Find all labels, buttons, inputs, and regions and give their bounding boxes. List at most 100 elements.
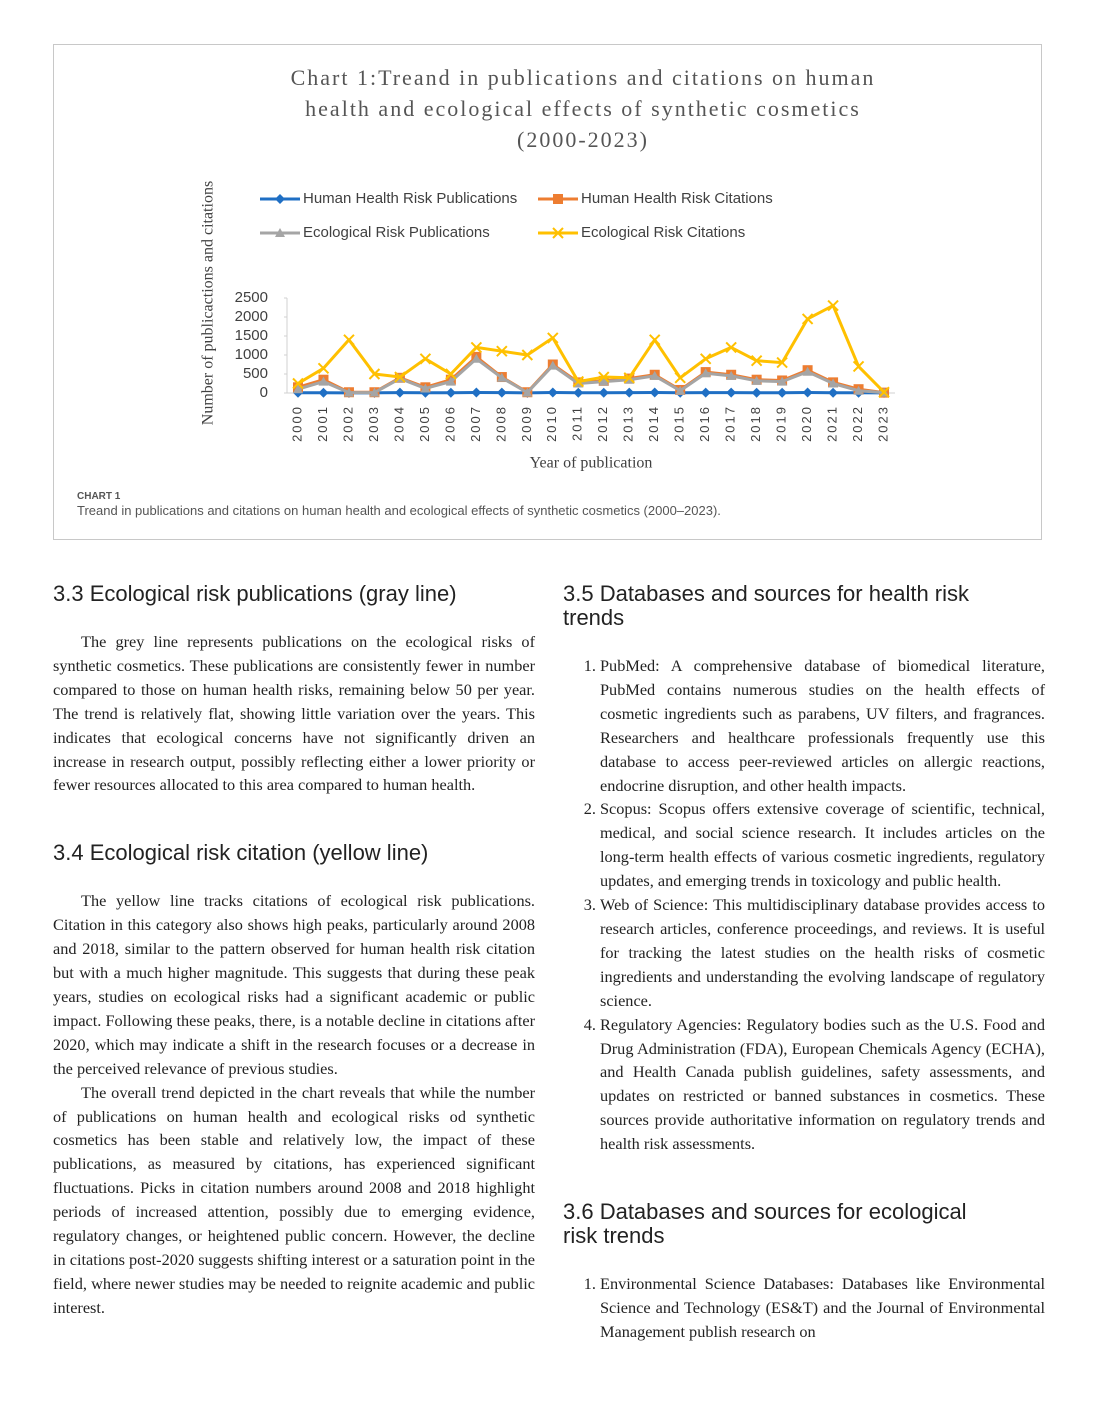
x-tick-label: 2016 — [697, 405, 712, 442]
x-tick-label: 2019 — [774, 405, 789, 442]
data-point — [394, 387, 405, 398]
legend-label: Ecological Risk Publications — [303, 224, 490, 241]
x-tick-label: 2023 — [875, 405, 890, 442]
data-point — [420, 383, 431, 393]
y-tick-label: 2000 — [235, 308, 268, 325]
series-line — [297, 304, 886, 394]
numbered-list: PubMed: A comprehensive database of biom… — [563, 654, 1045, 1156]
data-point — [547, 332, 559, 344]
x-tick-label: 2003 — [366, 405, 381, 442]
paragraph: The yellow line tracks citations of ecol… — [53, 891, 535, 1078]
x-tick-label: 2020 — [799, 405, 814, 442]
section-heading: 3.4 Ecological risk citation (yellow lin… — [53, 840, 429, 866]
chart-title: Chart 1:Treand in publications and citat… — [290, 65, 876, 152]
data-point — [777, 376, 788, 386]
legend-marker — [553, 194, 563, 204]
data-point — [623, 372, 635, 384]
x-tick-label: 2006 — [442, 405, 457, 442]
data-point — [853, 385, 864, 395]
x-tick-label: 2021 — [825, 405, 840, 442]
data-point — [471, 353, 482, 363]
data-point — [751, 387, 762, 398]
data-point — [496, 345, 508, 357]
x-tick-label: 2005 — [417, 405, 432, 442]
data-point — [547, 360, 558, 370]
data-point — [828, 387, 839, 398]
legend-label: Ecological Risk Citations — [581, 224, 745, 241]
y-tick-label: 0 — [260, 384, 268, 401]
data-point — [852, 360, 865, 373]
data-point — [293, 384, 303, 394]
data-point — [343, 334, 355, 346]
data-point — [368, 368, 381, 380]
data-point — [292, 377, 304, 390]
data-point — [445, 387, 456, 398]
data-point — [445, 368, 457, 380]
legend-label: Human Health Risk Publications — [303, 190, 517, 207]
right-column: 3.5 Databases and sources for health ris… — [563, 582, 1045, 1344]
data-point — [598, 387, 609, 398]
data-point — [419, 353, 432, 365]
data-point — [471, 387, 482, 398]
x-tick-label: 2001 — [315, 405, 330, 442]
data-point — [777, 387, 788, 398]
x-tick-label: 2009 — [519, 405, 534, 442]
series — [292, 299, 890, 398]
section-heading: 3.6 Databases and sources for ecological… — [563, 1199, 967, 1249]
chart-frame — [53, 44, 1042, 540]
data-point — [598, 376, 609, 386]
list-item: Scopus: Scopus offers extensive coverage… — [600, 797, 1045, 893]
data-point — [776, 356, 788, 369]
legend-marker — [275, 194, 285, 204]
data-point — [827, 299, 839, 312]
paragraph: The grey line represents publications on… — [53, 632, 535, 795]
data-point — [394, 371, 406, 383]
x-tick-label: 2012 — [595, 405, 610, 442]
paragraph: The overall trend depicted in the chart … — [53, 1082, 535, 1317]
data-point — [700, 387, 711, 398]
y-tick-label: 1500 — [235, 327, 268, 344]
data-point — [317, 362, 330, 375]
data-point — [445, 376, 456, 386]
x-tick-label: 2013 — [621, 405, 636, 442]
x-tick-label: 2007 — [468, 405, 483, 442]
x-tick-label: 2015 — [672, 405, 687, 442]
data-point — [649, 370, 660, 380]
x-tick-label: 2022 — [850, 405, 865, 442]
data-point — [751, 375, 762, 385]
x-tick-label: 2004 — [391, 405, 406, 442]
section-heading: 3.3 Ecological risk publications (gray l… — [53, 581, 457, 606]
x-tick-label: 2018 — [748, 405, 763, 442]
data-point — [470, 341, 483, 354]
x-tick-label: 2000 — [289, 405, 304, 442]
data-point — [496, 387, 507, 398]
data-point — [878, 386, 890, 398]
data-point — [547, 387, 558, 398]
legend-marker — [552, 227, 564, 239]
list-item: Regulatory Agencies: Regulatory bodies s… — [600, 1013, 1045, 1156]
y-axis-label: Number of publicactions and citations — [200, 181, 217, 425]
left-column: 3.3 Ecological risk publications (gray l… — [53, 582, 535, 1320]
y-tick-label: 1000 — [235, 346, 268, 363]
data-point — [318, 387, 329, 398]
data-point — [675, 385, 686, 395]
data-point — [649, 387, 660, 398]
list-item: Web of Science: This multidisciplinary d… — [600, 893, 1045, 1013]
data-point — [828, 378, 839, 388]
y-tick-label: 500 — [243, 365, 268, 382]
data-point — [801, 313, 814, 325]
data-point — [598, 371, 610, 383]
chart: Number of publicactions and citations Ye… — [200, 181, 895, 472]
x-tick-label: 2010 — [544, 405, 559, 442]
data-point — [725, 341, 737, 354]
data-point — [802, 387, 813, 398]
caption-text: Treand in publications and citations on … — [77, 503, 721, 518]
x-tick-label: 2014 — [646, 405, 661, 442]
data-point — [699, 353, 712, 365]
list-item: PubMed: A comprehensive database of biom… — [600, 654, 1045, 797]
data-point — [343, 387, 354, 397]
y-tick-label: 2500 — [235, 289, 268, 306]
data-point — [624, 387, 635, 398]
data-point — [750, 354, 763, 367]
